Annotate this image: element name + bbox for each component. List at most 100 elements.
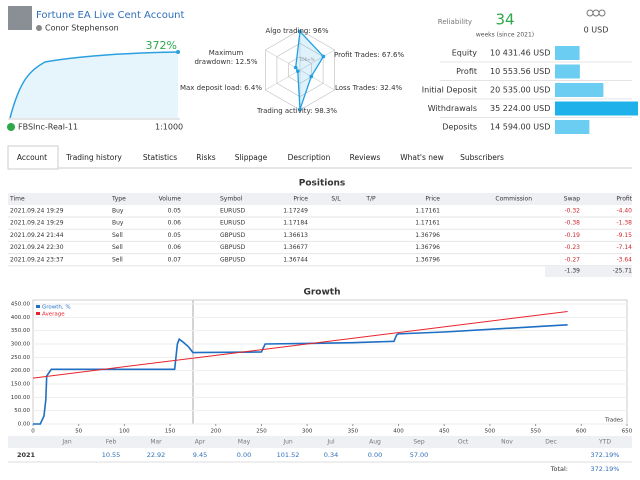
legend-swatch <box>36 312 40 315</box>
month: Dec <box>545 439 557 446</box>
cell: -7.14 <box>616 244 632 251</box>
cell: 1.36677 <box>283 244 308 251</box>
column-header: Symbol <box>220 196 243 203</box>
cell: EURUSD <box>220 220 246 227</box>
radar-spoke <box>299 49 335 71</box>
radar-point <box>293 65 298 70</box>
radar-spoke <box>299 69 335 91</box>
stat-bar <box>555 46 580 60</box>
x-tick-label: 300 <box>302 429 313 435</box>
tab[interactable]: Account <box>17 153 47 162</box>
cell: GBPUSD <box>220 256 246 263</box>
avatar <box>8 6 32 30</box>
cell: 2021.09.24 19:29 <box>10 220 64 227</box>
cell: 0.05 <box>168 232 182 239</box>
positions-title: Positions <box>299 179 346 189</box>
stat-label: Initial Deposit <box>422 86 477 95</box>
stat-bar <box>555 83 604 97</box>
column-header: Time <box>9 196 25 203</box>
x-tick-label: 500 <box>485 429 496 435</box>
y-tick-label: 300.00 <box>11 342 31 348</box>
plot-frame <box>32 299 628 425</box>
x-tick-label: 100 <box>119 429 130 435</box>
cell: -3.64 <box>616 256 632 263</box>
month-value: 0.00 <box>368 451 382 459</box>
month-header-bg <box>8 436 632 448</box>
month-value: 0.00 <box>237 451 251 459</box>
radar-point <box>309 74 314 79</box>
x-tick-label: 650 <box>622 429 633 435</box>
cell: 2021.09.24 19:29 <box>10 208 64 215</box>
radar-label: Maximum drawdown: 12.5% <box>194 49 258 66</box>
legend-swatch <box>36 305 40 308</box>
stat-value: 10 431.46 USD <box>490 49 550 58</box>
cell: -0.32 <box>564 208 580 215</box>
cell: -1.38 <box>616 220 632 227</box>
tab[interactable]: Trading history <box>65 153 122 162</box>
cell: 0.05 <box>168 208 182 215</box>
cell: 1.36796 <box>415 232 440 239</box>
cell: 2021.09.24 22:30 <box>10 244 64 251</box>
tab[interactable]: Subscribers <box>460 153 504 162</box>
tab[interactable]: Statistics <box>143 153 177 162</box>
reliability-label: Reliability <box>438 18 472 26</box>
cell: Sell <box>112 244 123 251</box>
column-header: Price <box>425 196 440 203</box>
x-tick-label: 150 <box>165 429 176 435</box>
radar-scale-label: 100+% <box>300 57 315 62</box>
total-label: Total: <box>550 465 568 473</box>
stat-label: Profit <box>456 67 477 76</box>
cell: -0.27 <box>564 256 580 263</box>
title: Fortune EA Live Cent Account <box>36 10 185 21</box>
cell: 1.36613 <box>283 232 308 239</box>
stat-bar <box>555 64 580 79</box>
cell: Sell <box>112 256 123 263</box>
column-header: S/L <box>331 196 341 203</box>
cell: 1.17161 <box>415 220 440 227</box>
month-value: 101.52 <box>277 451 300 459</box>
user-icon <box>36 25 42 31</box>
tab[interactable]: Risks <box>196 153 216 162</box>
legend-label: Growth, % <box>42 305 71 311</box>
tab[interactable]: Reviews <box>350 153 381 162</box>
radar-label: Algo trading: 96% <box>265 27 328 35</box>
stat-bar <box>555 101 638 116</box>
y-tick-label: 250.00 <box>11 355 31 361</box>
stat-bar <box>555 120 590 134</box>
stat-value: 10 553.56 USD <box>490 67 550 76</box>
table-header-bg <box>8 193 632 205</box>
sparkline <box>9 51 179 119</box>
active-tab[interactable] <box>7 145 59 170</box>
cell: 0.06 <box>168 220 182 227</box>
tab[interactable]: What's new <box>400 153 444 162</box>
verified-icon <box>7 123 15 131</box>
radar-label: Max deposit load: 6.4% <box>180 84 262 92</box>
cell: 1.17249 <box>283 208 308 215</box>
leverage: 1:1000 <box>155 123 183 132</box>
x-tick-label: 550 <box>530 429 541 435</box>
series-line <box>33 324 568 425</box>
cell: 2021.09.24 23:37 <box>10 256 64 263</box>
tab[interactable]: Slippage <box>235 153 268 162</box>
radar-label: Loss Trades: 32.4% <box>335 84 403 92</box>
y-tick-label: 150.00 <box>11 382 31 388</box>
weeks: 34 <box>495 11 514 29</box>
cell: 1.36796 <box>415 256 440 263</box>
weeks-note: weeks (since 2021) <box>476 32 534 39</box>
column-header: Commission <box>495 196 532 203</box>
cell: 2021.09.24 21:44 <box>10 232 64 239</box>
cell: GBPUSD <box>220 244 246 251</box>
cell: EURUSD <box>220 208 246 215</box>
month-value: 0.34 <box>324 451 338 459</box>
tab[interactable]: Description <box>288 153 331 162</box>
total-value: 372.19% <box>591 465 620 473</box>
month: Jul <box>326 439 335 446</box>
growth-title: Growth <box>303 288 340 298</box>
y-tick-label: 450.00 <box>11 302 31 308</box>
cell: GBPUSD <box>220 232 246 239</box>
stat-value: 35 224.00 USD <box>490 104 550 113</box>
x-axis-label: Trades <box>604 418 623 424</box>
stat-value: 20 535.00 USD <box>490 86 550 95</box>
y-tick-label: 0.00 <box>18 422 31 428</box>
cell: 1.36796 <box>415 244 440 251</box>
